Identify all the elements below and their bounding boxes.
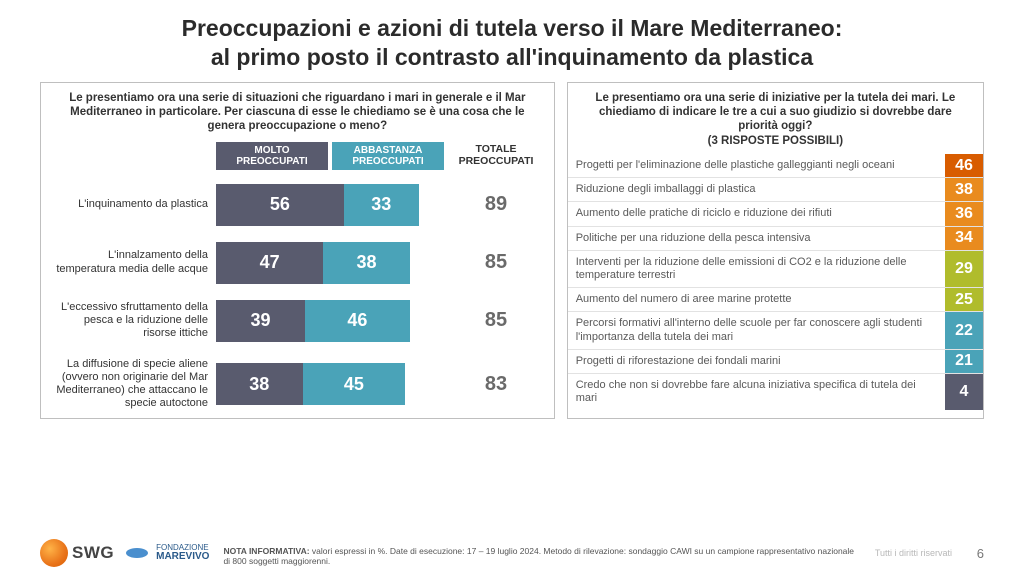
bar-track: 4738 [216, 242, 444, 284]
page-title: Preoccupazioni e azioni di tutela verso … [0, 0, 1024, 82]
bar-track: 5633 [216, 184, 444, 226]
page-number: 6 [966, 546, 984, 561]
left-question: Le presentiamo ora una serie di situazio… [41, 83, 554, 140]
right-value: 29 [945, 251, 983, 287]
bar-label: L'innalzamento della temperatura media d… [51, 249, 216, 275]
bar-track: 3946 [216, 300, 444, 342]
right-label: Credo che non si dovrebbe fare alcuna in… [568, 374, 945, 410]
legend-total: TOTALE PREOCCUPATI [450, 144, 542, 167]
right-subnote: (3 RISPOSTE POSSIBILI) [708, 135, 843, 147]
right-value: 38 [945, 178, 983, 201]
right-question-text: Le presentiamo ora una serie di iniziati… [595, 92, 955, 133]
right-row: Progetti per l'eliminazione delle plasti… [568, 154, 983, 177]
bar-seg-molto: 38 [216, 363, 303, 405]
nota-label: NOTA INFORMATIVA: [223, 546, 309, 556]
right-row: Aumento delle pratiche di riciclo e ridu… [568, 201, 983, 225]
bar-seg-abb: 33 [344, 184, 419, 226]
legend-molto: MOLTO PREOCCUPATI [216, 142, 328, 170]
panels-container: Le presentiamo ora una serie di situazio… [0, 82, 1024, 420]
swg-icon [40, 539, 68, 567]
bar-seg-abb: 45 [303, 363, 406, 405]
right-value: 22 [945, 312, 983, 348]
bar-label: L'eccessivo sfruttamento della pesca e l… [51, 301, 216, 341]
marevivo-logo: FONDAZIONE MAREVIVO [124, 544, 209, 562]
left-panel: Le presentiamo ora una serie di situazio… [40, 82, 555, 420]
right-row: Progetti di riforestazione dei fondali m… [568, 349, 983, 373]
right-value: 34 [945, 227, 983, 250]
bar-total: 89 [450, 193, 542, 216]
right-label: Riduzione degli imballaggi di plastica [568, 178, 945, 201]
right-label: Percorsi formativi all'interno delle scu… [568, 312, 945, 348]
right-value: 21 [945, 350, 983, 373]
left-rows: L'inquinamento da plastica5633 89 L'innalz… [41, 176, 554, 419]
right-value: 4 [945, 374, 983, 410]
footer: SWG FONDAZIONE MAREVIVO NOTA INFORMATIVA… [0, 539, 1024, 567]
swg-text: SWG [72, 543, 114, 563]
bar-track: 3845 [216, 363, 444, 405]
bar-label: La diffusione di specie aliene (ovvero n… [51, 358, 216, 411]
legend-abb: ABBASTANZA PREOCCUPATI [332, 142, 444, 170]
right-label: Progetti per l'eliminazione delle plasti… [568, 154, 945, 177]
marevivo-text: FONDAZIONE MAREVIVO [156, 544, 209, 562]
title-line1: Preoccupazioni e azioni di tutela verso … [182, 15, 843, 41]
right-label: Aumento delle pratiche di riciclo e ridu… [568, 202, 945, 225]
dolphin-icon [124, 544, 152, 562]
right-value: 36 [945, 202, 983, 225]
nota-informativa: NOTA INFORMATIVA: valori espressi in %. … [223, 546, 860, 567]
bar-total: 83 [450, 373, 542, 396]
bar-seg-molto: 56 [216, 184, 344, 226]
bar-seg-molto: 39 [216, 300, 305, 342]
rights-text: Tutti i diritti riservati [875, 548, 952, 558]
right-label: Progetti di riforestazione dei fondali m… [568, 350, 945, 373]
right-row: Riduzione degli imballaggi di plastica38 [568, 177, 983, 201]
legend-row: MOLTO PREOCCUPATI ABBASTANZA PREOCCUPATI… [41, 140, 554, 176]
right-row: Politiche per una riduzione della pesca … [568, 226, 983, 250]
right-panel: Le presentiamo ora una serie di iniziati… [567, 82, 984, 420]
right-label: Aumento del numero di aree marine protet… [568, 288, 945, 311]
title-line2: al primo posto il contrasto all'inquinam… [211, 44, 813, 70]
bar-row: L'innalzamento della temperatura media d… [41, 234, 554, 292]
right-row: Aumento del numero di aree marine protet… [568, 287, 983, 311]
right-label: Politiche per una riduzione della pesca … [568, 227, 945, 250]
right-question: Le presentiamo ora una serie di iniziati… [568, 83, 983, 155]
bar-seg-molto: 47 [216, 242, 323, 284]
bar-total: 85 [450, 309, 542, 332]
right-rows: Progetti per l'eliminazione delle plasti… [568, 154, 983, 410]
right-value: 46 [945, 154, 983, 177]
bar-row: La diffusione di specie aliene (ovvero n… [41, 350, 554, 419]
right-row: Credo che non si dovrebbe fare alcuna in… [568, 373, 983, 410]
right-row: Percorsi formativi all'interno delle scu… [568, 311, 983, 348]
bar-row: L'inquinamento da plastica5633 89 [41, 176, 554, 234]
bar-label: L'inquinamento da plastica [51, 198, 216, 211]
swg-logo: SWG [40, 539, 114, 567]
right-row: Interventi per la riduzione delle emissi… [568, 250, 983, 287]
logos: SWG FONDAZIONE MAREVIVO [40, 539, 209, 567]
bar-row: L'eccessivo sfruttamento della pesca e l… [41, 292, 554, 350]
nota-text: valori espressi in %. Date di esecuzione… [223, 546, 854, 567]
right-value: 25 [945, 288, 983, 311]
bar-seg-abb: 38 [323, 242, 410, 284]
right-label: Interventi per la riduzione delle emissi… [568, 251, 945, 287]
bar-seg-abb: 46 [305, 300, 410, 342]
bar-total: 85 [450, 251, 542, 274]
marevivo-bot: MAREVIVO [156, 551, 209, 562]
